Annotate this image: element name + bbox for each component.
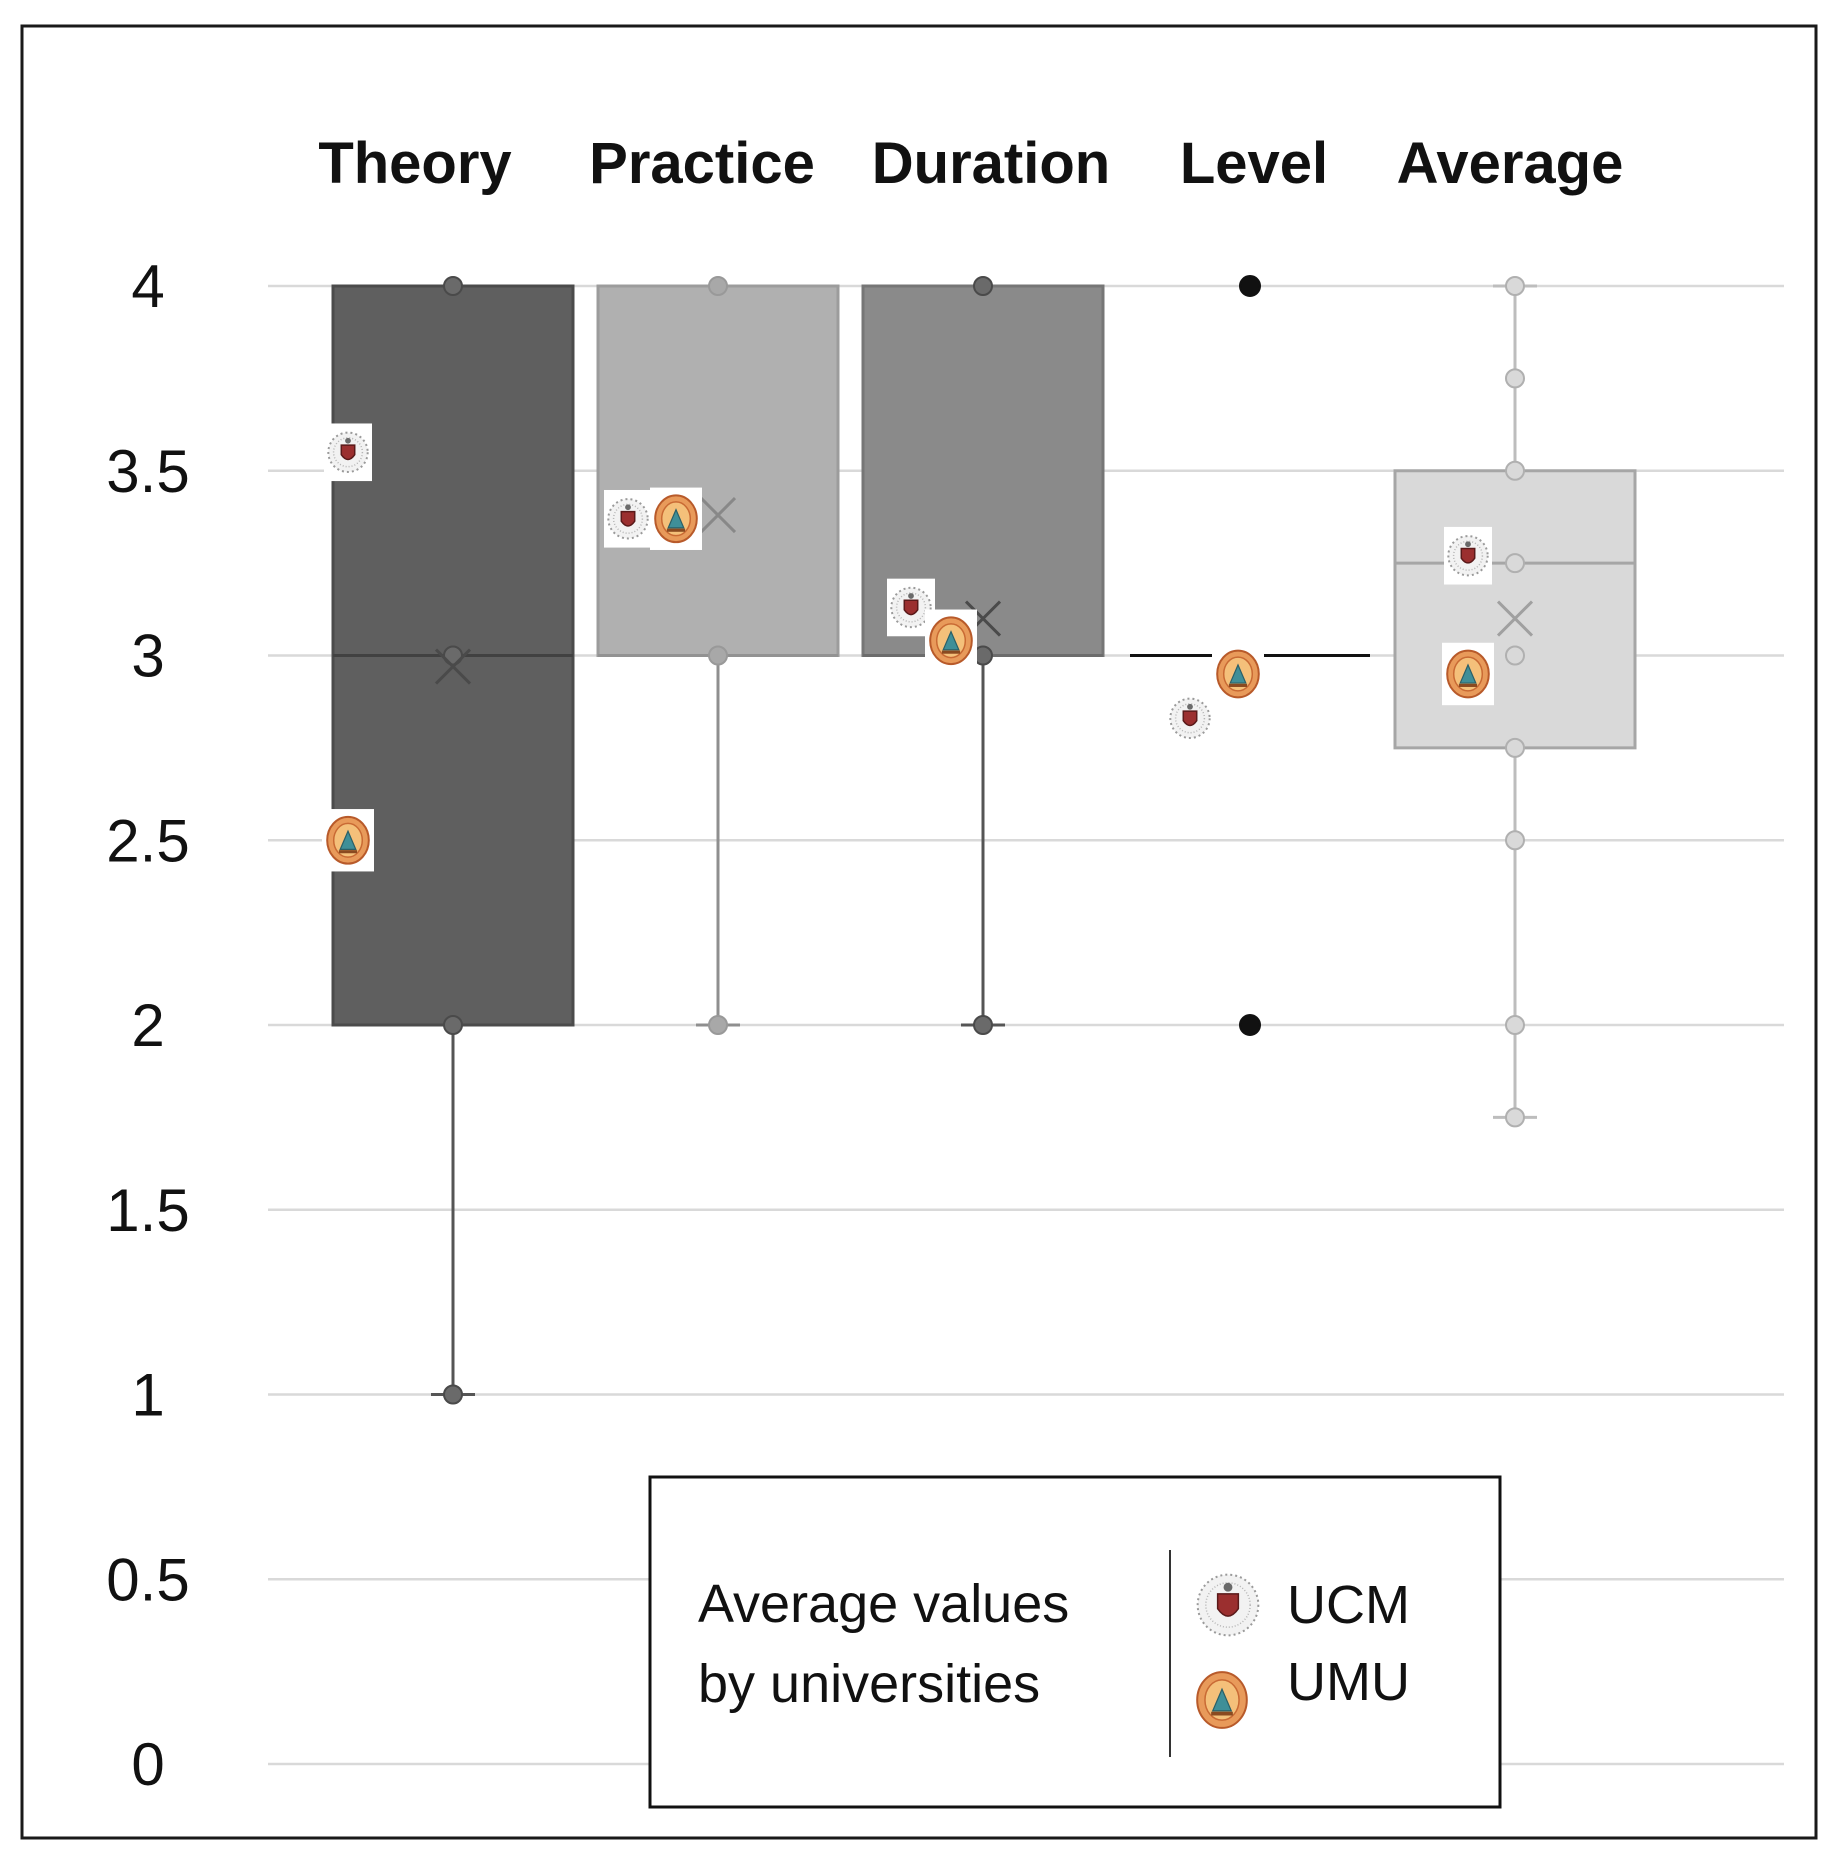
ucm-seal-inner-ring — [612, 503, 644, 534]
data-point — [1505, 830, 1525, 851]
y-tick-label: 1.5 — [106, 1177, 189, 1244]
data-point — [443, 276, 463, 296]
ucm-seal-shield — [1216, 1593, 1240, 1617]
ucm-seal-crown — [908, 593, 914, 599]
ucm-seal-inner-ring — [1452, 540, 1484, 571]
mean-marker — [1496, 600, 1534, 637]
y-tick-label: 0.5 — [106, 1546, 189, 1613]
umu-marker-level — [1212, 642, 1264, 706]
data-point — [1505, 645, 1525, 666]
data-point — [1505, 460, 1525, 481]
umu-seal-figure — [667, 508, 685, 529]
data-point — [1505, 276, 1525, 296]
ucm-marker-duration — [887, 578, 935, 637]
umu-seal-base — [338, 850, 358, 854]
data-point — [1505, 737, 1525, 758]
legend-title-line-2: by universities — [698, 1654, 1040, 1714]
category-label: Practice — [589, 131, 815, 196]
data-point — [443, 1384, 463, 1405]
ucm-seal-crown — [625, 504, 631, 511]
category-label: Average — [1397, 131, 1624, 196]
data-point — [1505, 368, 1525, 389]
y-tick-label: 2 — [131, 992, 164, 1059]
ucm-seal-inner-ring — [1205, 1582, 1251, 1628]
box-rect — [1393, 469, 1637, 750]
ucm-seal-shield — [903, 599, 919, 616]
category-label: Duration — [872, 131, 1110, 196]
category-labels: Theory Practice Duration Level Average — [318, 131, 1623, 196]
ucm-marker-practice — [604, 489, 652, 548]
data-point — [708, 645, 728, 666]
ucm-seal-inner-ring — [895, 592, 927, 623]
umu-marker-practice — [650, 487, 702, 550]
data-point — [1239, 1014, 1261, 1036]
box-theory — [331, 276, 575, 1405]
data-point — [1505, 1015, 1525, 1035]
umu-seal-base — [941, 650, 961, 654]
legend-entry-umu: UMU — [1287, 1652, 1410, 1712]
y-tick-label: 3 — [131, 623, 164, 690]
y-tick-label: 2.5 — [106, 807, 189, 874]
ucm-marker-theory — [324, 423, 372, 482]
umu-seal-base — [1458, 683, 1478, 687]
ucm-seal-inner-ring — [332, 437, 364, 468]
category-label: Theory — [318, 131, 511, 196]
box-practice — [596, 276, 840, 1035]
ucm-seal-shield — [620, 510, 636, 527]
legend-title-line-1: Average values — [698, 1574, 1069, 1634]
data-point — [1239, 275, 1261, 297]
data-point — [708, 276, 728, 296]
ucm-seal-crown — [1187, 703, 1193, 710]
ucm-marker-level — [1166, 689, 1214, 748]
data-point — [443, 1015, 463, 1035]
umu-legend-seal — [1191, 1662, 1253, 1738]
data-point — [973, 276, 993, 296]
umu-seal-base — [666, 528, 686, 532]
university-markers — [322, 423, 1494, 872]
ucm-seal-shield — [1460, 547, 1476, 564]
umu-seal-figure — [942, 630, 960, 651]
umu-seal-figure — [1459, 663, 1477, 684]
category-label: Level — [1180, 131, 1328, 196]
ucm-legend-icon — [1191, 1560, 1265, 1650]
legend-box — [648, 1475, 1502, 1809]
mean-marker — [699, 497, 737, 534]
legend: Average values by universities UCM UMU — [648, 1475, 1502, 1809]
box-layer — [331, 275, 1637, 1405]
box-rect — [596, 284, 840, 657]
ucm-seal-shield — [340, 444, 356, 461]
legend-entry-ucm: UCM — [1287, 1575, 1410, 1635]
umu-marker-theory — [322, 809, 374, 872]
ucm-seal-inner-ring — [1174, 703, 1206, 734]
box-average — [1393, 276, 1637, 1128]
data-point — [1505, 553, 1525, 574]
ucm-marker-average — [1444, 526, 1492, 585]
ucm-seal-crown — [345, 437, 351, 444]
umu-seal-figure — [1211, 1687, 1233, 1712]
y-tick-label: 4 — [131, 253, 164, 320]
y-tick-label: 3.5 — [106, 438, 189, 505]
data-point — [708, 1015, 728, 1035]
y-tick-label: 1 — [131, 1362, 164, 1429]
ucm-seal-shield — [1182, 710, 1198, 727]
umu-seal-base — [1228, 683, 1248, 687]
y-tick-label: 0 — [131, 1731, 164, 1798]
umu-seal-base — [1211, 1711, 1233, 1716]
ucm-seal-crown — [1223, 1582, 1233, 1592]
mean-marker — [434, 648, 472, 685]
ucm-legend-seal — [1191, 1560, 1265, 1650]
umu-marker-average — [1442, 642, 1494, 706]
data-point — [973, 1015, 993, 1035]
umu-marker-duration — [925, 609, 977, 672]
umu-legend-icon — [1191, 1662, 1253, 1738]
y-axis-ticks: 4 3.5 3 2.5 2 1.5 1 0.5 0 — [106, 253, 189, 1798]
data-point — [1505, 1107, 1525, 1128]
umu-seal-figure — [1229, 663, 1247, 684]
ucm-seal-crown — [1465, 541, 1471, 548]
umu-seal-figure — [339, 829, 357, 850]
